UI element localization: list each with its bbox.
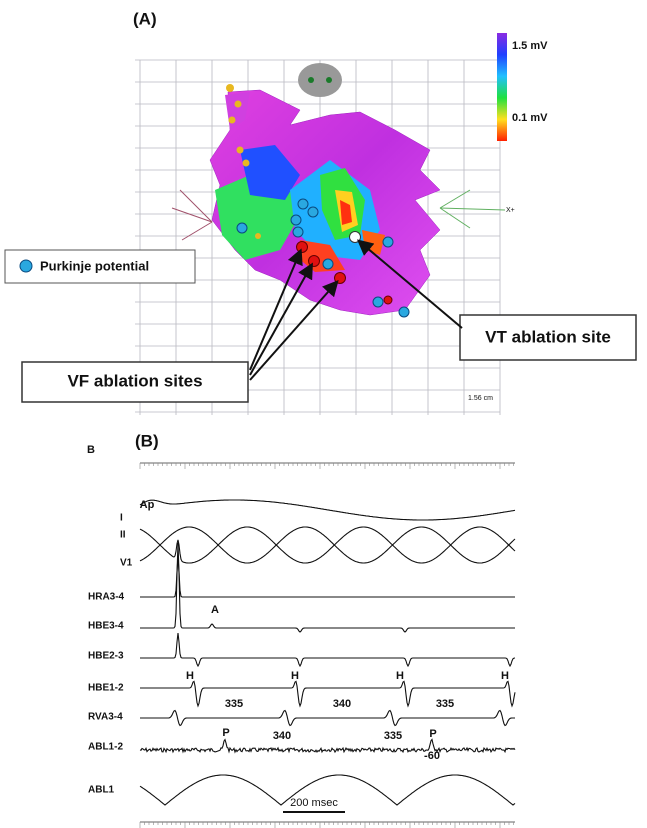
legend: Purkinje potential [4, 249, 196, 284]
legend-text: Purkinje potential [40, 258, 149, 273]
voltage-map [171, 63, 506, 318]
trace [140, 556, 515, 598]
vt-callout: VT ablation site [485, 327, 611, 346]
annotation: A [211, 604, 219, 616]
trace [139, 499, 516, 521]
annotation: 335 [436, 698, 454, 710]
channel-label: RVA3-4 [88, 712, 123, 723]
channel-label: ABL1 [88, 785, 115, 796]
trace [139, 526, 516, 564]
channel-label: HBE1-2 [88, 683, 124, 694]
scale-bar-label: 200 msec [290, 797, 338, 809]
callouts: VT ablation site VF ablation sites [21, 239, 637, 403]
annotation: P [429, 728, 436, 740]
trace [140, 709, 515, 727]
annotation: H [396, 670, 404, 682]
channel-label: ABL1-2 [88, 742, 123, 753]
annotation: Ap [140, 499, 155, 511]
colorbar-max: 1.5 mV [512, 40, 548, 52]
trace [140, 680, 516, 708]
annotation: 340 [273, 730, 291, 742]
annotation: H [501, 670, 509, 682]
colorbar-min: 0.1 mV [512, 112, 548, 124]
annotation: P [222, 727, 229, 739]
colorbar [497, 33, 507, 141]
trace [139, 738, 516, 754]
annotation: -60 [424, 750, 440, 762]
channel-label: HRA3-4 [88, 592, 125, 603]
panel-a-label: (A) [133, 9, 157, 28]
annotation: H [291, 670, 299, 682]
panel-b-label: (B) [135, 431, 159, 450]
vf-callout: VF ablation sites [67, 371, 202, 390]
trace [140, 632, 516, 668]
annotation: 335 [225, 698, 243, 710]
annotation: H [186, 670, 194, 682]
channel-label: V1 [120, 558, 133, 569]
channel-label: II [120, 530, 126, 541]
channel-label: I [120, 513, 123, 524]
trace [139, 774, 516, 806]
trace [140, 542, 515, 633]
annotation: 335 [384, 730, 402, 742]
trace [139, 526, 516, 564]
panel-b-side-label: B [87, 444, 95, 456]
axis-label: X+ [506, 207, 515, 214]
scale-label: 1.56 cm [468, 395, 493, 402]
channel-label: HBE2-3 [88, 651, 124, 662]
channel-label: HBE3-4 [88, 621, 124, 632]
traces: IIIV1HRA3-4HBE3-4HBE2-3HBE1-2RVA3-4ABL1-… [88, 462, 516, 828]
annotation: 340 [333, 698, 351, 710]
